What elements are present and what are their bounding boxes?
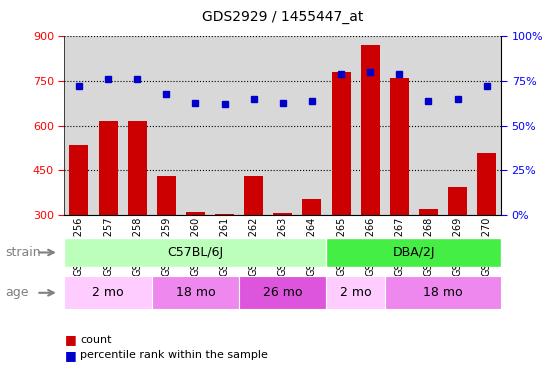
Bar (152, 276, 239, 309)
Text: ■: ■ (64, 333, 76, 346)
Bar (215, 214, 234, 215)
Text: 18 mo: 18 mo (176, 286, 215, 299)
Bar (244, 176, 263, 215)
Bar (390, 78, 409, 215)
Bar (419, 209, 438, 215)
Bar (64, 276, 152, 309)
Bar (332, 72, 351, 215)
Text: 26 mo: 26 mo (263, 286, 302, 299)
Text: ■: ■ (64, 349, 76, 362)
Text: 18 mo: 18 mo (423, 286, 463, 299)
Bar (385, 276, 501, 309)
Text: 2 mo: 2 mo (340, 286, 371, 299)
Bar (64, 238, 326, 267)
Text: age: age (6, 286, 29, 299)
Text: strain: strain (6, 246, 41, 259)
Text: GDS2929 / 1455447_at: GDS2929 / 1455447_at (202, 10, 363, 24)
Text: 2 mo: 2 mo (92, 286, 124, 299)
Bar (302, 199, 321, 215)
Bar (477, 152, 496, 215)
Text: C57BL/6J: C57BL/6J (167, 246, 223, 259)
Bar (157, 176, 176, 215)
Text: DBA/2J: DBA/2J (393, 246, 435, 259)
Bar (239, 276, 326, 309)
Bar (128, 121, 147, 215)
Bar (361, 45, 380, 215)
Bar (69, 145, 88, 215)
Bar (448, 187, 467, 215)
Bar (186, 212, 205, 215)
Bar (326, 238, 501, 267)
Bar (326, 276, 385, 309)
Text: percentile rank within the sample: percentile rank within the sample (80, 350, 268, 360)
Bar (273, 213, 292, 215)
Bar (99, 121, 118, 215)
Text: count: count (80, 335, 111, 345)
